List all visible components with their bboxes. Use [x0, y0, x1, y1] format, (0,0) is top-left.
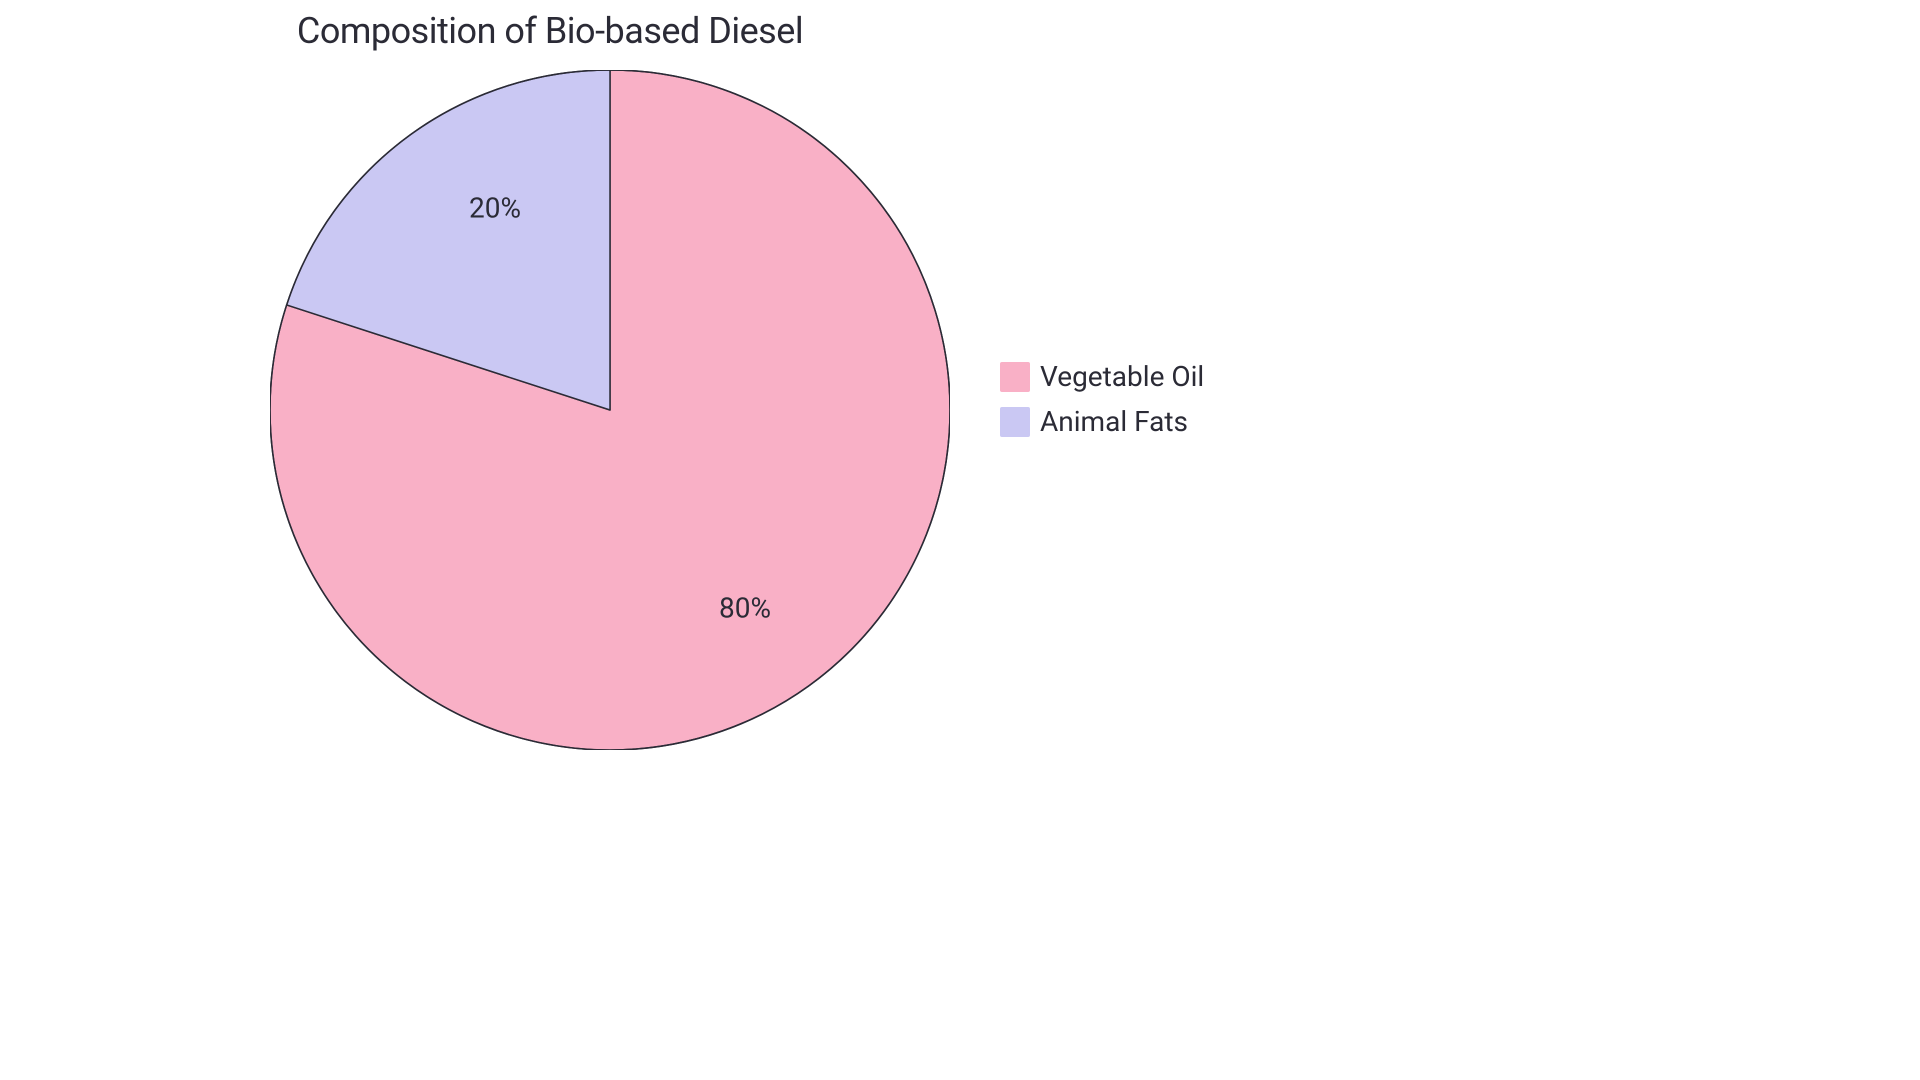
legend-swatch — [1000, 362, 1030, 392]
legend-label: Animal Fats — [1040, 405, 1188, 438]
legend: Vegetable Oil Animal Fats — [1000, 360, 1204, 438]
legend-label: Vegetable Oil — [1040, 360, 1204, 393]
legend-item-animal-fats: Animal Fats — [1000, 405, 1204, 438]
pie-wrapper: 80% 20% — [270, 70, 950, 754]
legend-swatch — [1000, 407, 1030, 437]
pie-svg: 80% 20% — [270, 70, 950, 750]
legend-item-vegetable-oil: Vegetable Oil — [1000, 360, 1204, 393]
chart-title: Composition of Bio-based Diesel — [0, 10, 1100, 52]
slice-label-animal-fats: 20% — [469, 191, 521, 224]
pie-chart-container: Composition of Bio-based Diesel 80% 20% V… — [0, 0, 1440, 810]
slice-label-vegetable-oil: 80% — [719, 591, 771, 624]
